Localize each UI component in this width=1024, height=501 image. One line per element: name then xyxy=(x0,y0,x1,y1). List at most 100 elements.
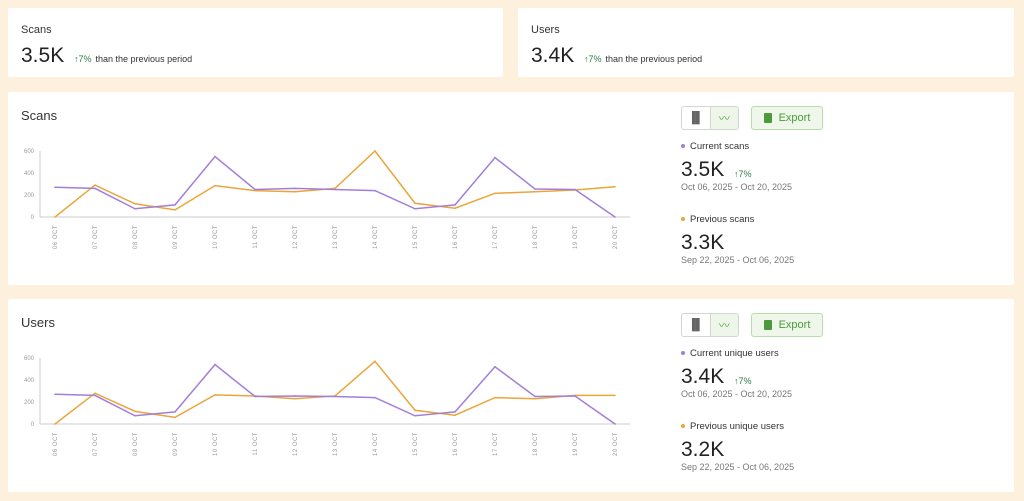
data-point xyxy=(94,392,96,394)
data-point xyxy=(294,395,296,397)
data-point xyxy=(614,423,616,425)
current-legend: Current scans xyxy=(681,141,749,152)
x-tick-label: 12 OCT xyxy=(293,432,299,456)
current-dot-icon xyxy=(681,144,685,149)
current-range: Oct 06, 2025 - Oct 20, 2025 xyxy=(681,389,793,399)
export-button[interactable]: Export xyxy=(751,313,823,337)
data-point xyxy=(174,204,176,206)
x-tick-label: 16 OCT xyxy=(453,432,459,456)
x-tick-label: 10 OCT xyxy=(213,225,219,249)
bar-chart-icon[interactable]: ▐▌ xyxy=(687,319,704,331)
kpi-card-scans: Scans 3.5K ↑7% than the previous period xyxy=(8,8,503,77)
data-point xyxy=(174,416,176,419)
data-point xyxy=(374,189,376,192)
previous-series-line xyxy=(54,149,616,218)
data-point xyxy=(494,366,496,368)
previous-range: Sep 22, 2025 - Oct 06, 2025 xyxy=(681,255,795,265)
current-legend: Current unique users xyxy=(681,348,779,359)
data-point xyxy=(94,394,96,397)
data-point xyxy=(134,414,136,417)
document-icon xyxy=(763,113,772,123)
data-point xyxy=(534,397,536,400)
x-tick-label: 18 OCT xyxy=(533,225,539,249)
data-point xyxy=(54,423,56,425)
line-chart-icon[interactable]: 〰 xyxy=(709,314,738,336)
delta-text: than the previous period xyxy=(605,54,703,64)
previous-dot-icon xyxy=(681,424,685,429)
current-value: 3.5K xyxy=(681,158,725,181)
x-tick-label: 12 OCT xyxy=(293,225,299,249)
previous-legend: Previous scans xyxy=(681,214,754,225)
data-point xyxy=(374,360,376,363)
x-tick-label: 06 OCT xyxy=(53,432,59,456)
data-point xyxy=(134,410,136,413)
data-point xyxy=(334,188,336,191)
kpi-delta: ↑7% than the previous period xyxy=(74,54,192,64)
current-range: Oct 06, 2025 - Oct 20, 2025 xyxy=(681,182,793,192)
chart-type-toggle[interactable]: ▐▌ 〰 xyxy=(681,106,739,130)
x-tick-label: 11 OCT xyxy=(253,432,259,456)
y-tick-label: 200 xyxy=(24,193,35,199)
data-point xyxy=(254,395,256,398)
legend-label: Previous scans xyxy=(690,214,755,225)
data-point xyxy=(414,414,416,417)
x-tick-label: 09 OCT xyxy=(173,432,179,456)
x-tick-label: 13 OCT xyxy=(333,225,339,249)
data-point xyxy=(94,187,96,190)
x-tick-label: 15 OCT xyxy=(413,432,419,456)
current-delta: ↑7% xyxy=(734,169,752,179)
data-point xyxy=(294,190,296,193)
previous-dot-icon xyxy=(681,217,685,222)
x-tick-label: 14 OCT xyxy=(373,432,379,456)
data-point xyxy=(494,396,496,399)
data-point xyxy=(574,188,576,191)
document-icon xyxy=(763,320,772,330)
current-series-line xyxy=(54,155,616,218)
x-tick-label: 08 OCT xyxy=(133,225,139,249)
data-point xyxy=(494,192,496,195)
previous-value: 3.2K xyxy=(681,438,725,461)
legend-label: Current scans xyxy=(690,141,750,152)
bar-chart-icon[interactable]: ▐▌ xyxy=(687,112,704,124)
line-chart: 0 200 400 600 06 OCT 07 OCT 08 OCT 09 OCT 10 OCT… xyxy=(24,356,630,456)
x-tick-label: 20 OCT xyxy=(613,432,619,456)
data-point xyxy=(214,363,216,366)
x-tick-label: 08 OCT xyxy=(133,432,139,456)
data-point xyxy=(54,393,56,396)
previous-legend: Previous unique users xyxy=(681,421,784,432)
section-title: Users xyxy=(21,315,55,330)
data-point xyxy=(334,395,336,398)
export-label: Export xyxy=(778,319,811,331)
data-point xyxy=(414,202,416,205)
x-tick-label: 18 OCT xyxy=(533,432,539,456)
delta-percent: ↑7% xyxy=(584,54,602,64)
previous-value: 3.3K xyxy=(681,231,725,254)
data-point xyxy=(414,409,416,412)
x-tick-label: 19 OCT xyxy=(573,225,579,249)
data-point xyxy=(494,156,496,159)
x-tick-label: 07 OCT xyxy=(93,432,99,456)
legend-label: Current unique users xyxy=(690,348,779,359)
current-value: 3.4K xyxy=(681,365,725,388)
line-chart-icon[interactable]: 〰 xyxy=(709,107,738,129)
scans-section: Scans 0 200 400 600 06 OCT 07 OCT 08 OCT 09 OCT… xyxy=(8,92,1014,285)
y-tick-label: 200 xyxy=(24,400,35,406)
x-tick-label: 14 OCT xyxy=(373,225,379,249)
chart-type-toggle[interactable]: ▐▌ 〰 xyxy=(681,313,739,337)
x-tick-label: 09 OCT xyxy=(173,225,179,249)
data-point xyxy=(374,150,376,152)
export-label: Export xyxy=(778,112,811,124)
x-tick-label: 10 OCT xyxy=(213,432,219,456)
kpi-value: 3.4K xyxy=(531,44,575,67)
data-point xyxy=(614,394,616,397)
data-point xyxy=(454,204,456,206)
kpi-value: 3.5K xyxy=(21,44,65,67)
x-tick-label: 15 OCT xyxy=(413,225,419,249)
current-delta: ↑7% xyxy=(734,376,752,386)
data-point xyxy=(614,216,616,218)
data-point xyxy=(254,188,256,191)
kpi-title: Users xyxy=(531,24,560,36)
export-button[interactable]: Export xyxy=(751,106,823,130)
data-point xyxy=(454,414,456,416)
data-point xyxy=(294,187,296,190)
